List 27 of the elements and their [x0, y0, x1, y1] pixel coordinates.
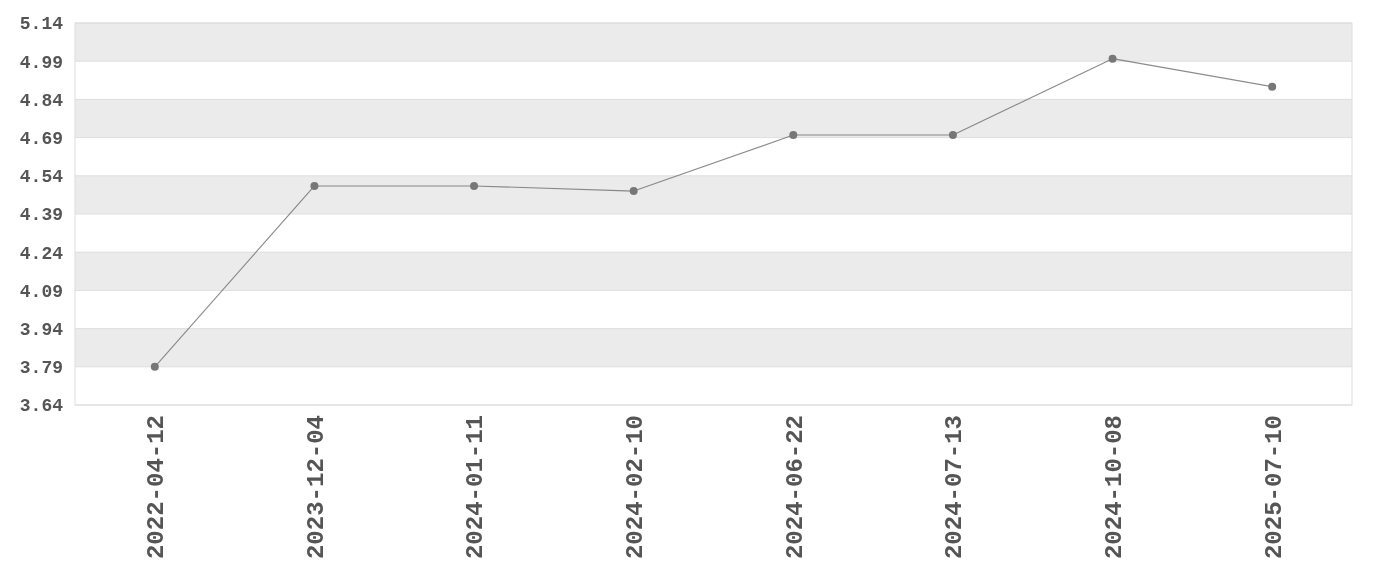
point [150, 362, 159, 371]
y-tick-label: 3.79 [19, 358, 63, 379]
y-tick-label: 3.94 [19, 319, 64, 340]
point [470, 182, 479, 190]
y-tick-label: 4.09 [19, 281, 63, 302]
point [1108, 54, 1117, 63]
x-tick-label: 2024-02-10 [622, 415, 650, 560]
point [948, 131, 957, 140]
x-tick-label: 2024-06-22 [781, 415, 809, 560]
point [629, 187, 638, 196]
y-tick-label: 3.64 [19, 396, 64, 417]
x-tick-label: 2022-04-12 [143, 415, 171, 560]
point [310, 182, 319, 190]
x-tick-label: 2025-07-10 [1260, 415, 1288, 560]
point [789, 131, 798, 140]
y-tick-label: 5.14 [19, 14, 64, 35]
y-tick-label: 4.39 [19, 205, 63, 226]
y-tick-label: 4.69 [19, 128, 63, 149]
y-tick-label: 4.54 [19, 167, 64, 188]
x-tick-label: 2024-01-11 [462, 415, 490, 560]
y-tick-label: 4.99 [19, 52, 63, 73]
point [1268, 82, 1277, 91]
y-tick-label: 4.24 [19, 243, 64, 264]
y-tick-label: 4.84 [19, 90, 64, 111]
x-tick-label: 2023-12-04 [302, 415, 330, 560]
x-tick-label: 2024-07-13 [941, 415, 969, 560]
x-tick-label: 2024-10-08 [1100, 415, 1128, 560]
